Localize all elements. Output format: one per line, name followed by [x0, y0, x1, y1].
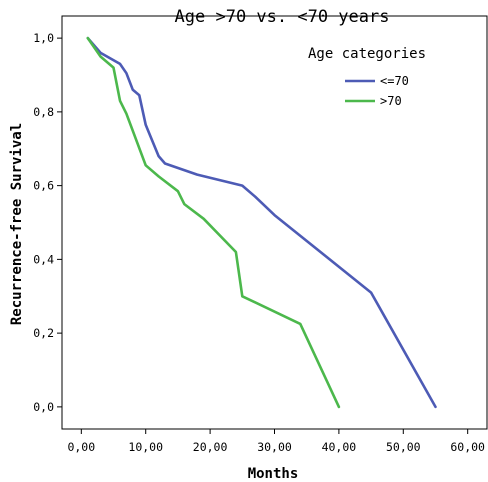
- legend-label-2: >70: [380, 94, 402, 108]
- x-tick-label: 0,00: [67, 440, 95, 454]
- y-tick-label: 0,2: [33, 326, 54, 340]
- x-tick-label: 30,00: [257, 440, 292, 454]
- y-tick-label: 0,8: [33, 105, 54, 119]
- x-tick-label: 20,00: [193, 440, 228, 454]
- x-tick-label: 60,00: [450, 440, 485, 454]
- series-line-2: [86, 36, 341, 409]
- legend: Age categories <=70 >70: [308, 46, 426, 108]
- y-axis-title: Recurrence-free Survival: [9, 123, 25, 325]
- y-tick-label: 1,0: [33, 31, 54, 45]
- x-tick-label: 40,00: [322, 440, 357, 454]
- x-tick-label: 50,00: [386, 440, 421, 454]
- y-tick-label: 0,0: [33, 400, 54, 414]
- y-tick-label: 0,4: [33, 252, 54, 266]
- series-line-1: [86, 36, 437, 409]
- legend-label-1: <=70: [380, 74, 409, 88]
- series-lines: [86, 36, 437, 409]
- x-axis: 0,00 10,00 20,00 30,00 40,00 50,00 60,00: [67, 429, 485, 454]
- x-axis-title: Months: [248, 466, 299, 482]
- plot-area: [61, 15, 488, 430]
- legend-title: Age categories: [308, 46, 426, 62]
- chart-title: Age >70 vs. <70 years: [175, 7, 390, 27]
- x-tick-label: 10,00: [128, 440, 163, 454]
- y-tick-label: 0,6: [33, 179, 54, 193]
- y-axis: 0,0 0,2 0,4 0,6 0,8 1,0: [33, 31, 62, 414]
